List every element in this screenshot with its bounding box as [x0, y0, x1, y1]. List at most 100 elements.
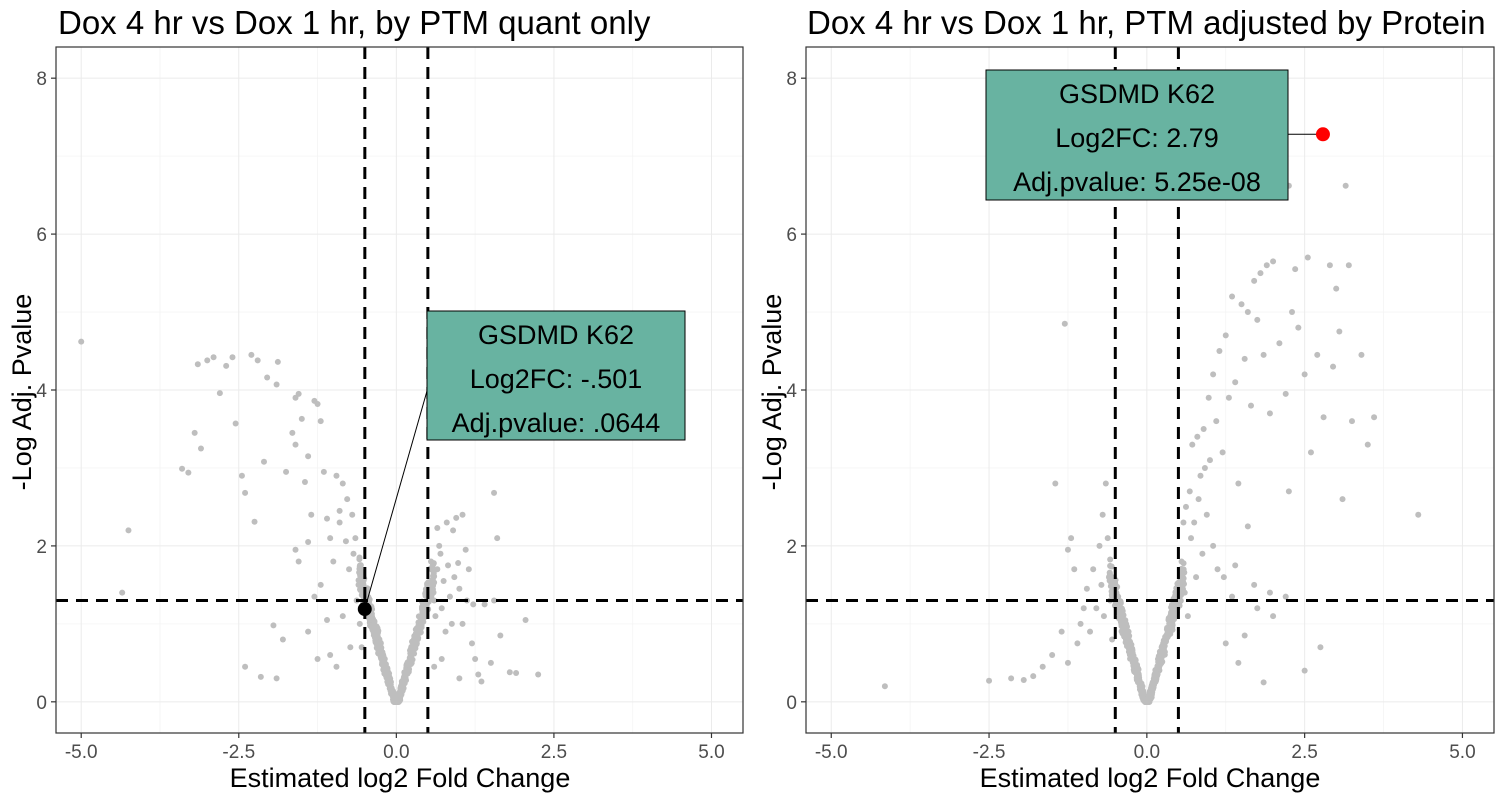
- data-point: [339, 613, 346, 620]
- data-point: [1108, 563, 1115, 570]
- data-point: [1077, 620, 1084, 627]
- data-point: [1289, 309, 1296, 316]
- data-point: [1188, 535, 1195, 542]
- y-tick-label: 2: [36, 537, 47, 558]
- data-point: [305, 453, 312, 460]
- data-point: [1339, 496, 1346, 503]
- data-point: [197, 445, 204, 452]
- data-point: [881, 683, 888, 690]
- data-point: [418, 605, 425, 612]
- highlighted-point-gsdmd-k62: [1315, 127, 1330, 142]
- data-point: [295, 390, 302, 397]
- data-point: [437, 550, 444, 557]
- data-point: [1087, 628, 1094, 635]
- data-point: [1064, 659, 1071, 666]
- data-point: [472, 655, 479, 662]
- data-point: [1263, 262, 1270, 269]
- x-tick-label: 0.0: [383, 742, 409, 763]
- data-point: [1149, 681, 1156, 688]
- data-point: [1241, 355, 1248, 362]
- data-point: [1124, 637, 1131, 644]
- data-point: [1129, 653, 1136, 660]
- data-point: [1251, 277, 1258, 284]
- data-point: [257, 673, 264, 680]
- data-point: [1213, 418, 1220, 425]
- data-point: [356, 554, 363, 561]
- data-point: [475, 671, 482, 678]
- data-point: [1116, 615, 1123, 622]
- data-point: [1118, 610, 1125, 617]
- data-point: [438, 655, 445, 662]
- data-point: [1134, 667, 1141, 674]
- data-point: [1320, 414, 1327, 421]
- data-point: [336, 519, 343, 526]
- data-point: [453, 514, 460, 521]
- data-point: [1333, 285, 1340, 292]
- data-point: [352, 535, 359, 542]
- chart-panel-2: Dox 4 hr vs Dox 1 hr, PTM adjusted by Pr…: [757, 4, 1495, 793]
- x-axis-title-2: Estimated log2 Fold Change: [980, 763, 1321, 793]
- data-point: [459, 511, 466, 518]
- x-tick-label: -2.5: [973, 742, 1006, 763]
- data-point: [451, 574, 458, 581]
- data-point: [462, 546, 469, 553]
- data-point: [314, 655, 321, 662]
- data-point: [260, 458, 267, 465]
- data-point: [374, 639, 381, 646]
- data-point: [1093, 605, 1100, 612]
- data-point: [320, 468, 327, 475]
- annotation-pvalue-label: Adj.pvalue: .0644: [452, 408, 661, 438]
- data-point: [391, 694, 398, 701]
- data-point: [1189, 441, 1196, 448]
- data-point: [1232, 379, 1239, 386]
- highlighted-point-gsdmd-k62: [357, 602, 372, 617]
- data-point: [1169, 611, 1176, 618]
- data-point: [1214, 566, 1221, 573]
- data-point: [185, 469, 192, 476]
- data-point: [1276, 340, 1283, 347]
- data-point: [1061, 320, 1068, 327]
- data-point: [1301, 667, 1308, 674]
- data-point: [1232, 562, 1239, 569]
- annotation-box: [426, 310, 686, 441]
- data-point: [1105, 574, 1112, 581]
- data-point: [204, 357, 211, 364]
- data-point: [1182, 503, 1189, 510]
- data-point: [398, 685, 405, 692]
- data-point: [1270, 613, 1277, 620]
- data-point: [1102, 480, 1109, 487]
- data-point: [481, 601, 488, 608]
- y-tick-label: 6: [36, 225, 47, 246]
- data-point: [1304, 254, 1311, 261]
- data-point: [248, 351, 255, 358]
- data-point: [1200, 425, 1207, 432]
- data-point: [1235, 659, 1242, 666]
- data-point: [357, 567, 364, 574]
- data-point: [419, 614, 426, 621]
- data-point: [432, 613, 439, 620]
- data-point: [1169, 618, 1176, 625]
- data-point: [416, 623, 423, 630]
- data-point: [1161, 649, 1168, 656]
- x-axis-title-1: Estimated log2 Fold Change: [230, 763, 571, 793]
- y-tick-label: 6: [786, 225, 797, 246]
- data-point: [1254, 316, 1261, 323]
- data-point: [1181, 589, 1188, 596]
- data-point: [1178, 558, 1185, 565]
- data-point: [264, 374, 271, 381]
- data-point: [346, 566, 353, 573]
- data-point: [1229, 293, 1236, 300]
- data-point: [376, 650, 383, 657]
- data-point: [440, 577, 447, 584]
- data-point: [1195, 496, 1202, 503]
- data-point: [1415, 511, 1422, 518]
- data-point: [1282, 593, 1289, 600]
- data-point: [333, 472, 340, 479]
- data-point: [491, 597, 498, 604]
- data-point: [1068, 535, 1075, 542]
- chart-title-1: Dox 4 hr vs Dox 1 hr, by PTM quant only: [58, 4, 651, 41]
- data-point: [491, 489, 498, 496]
- data-point: [445, 562, 452, 569]
- data-point: [1020, 676, 1027, 683]
